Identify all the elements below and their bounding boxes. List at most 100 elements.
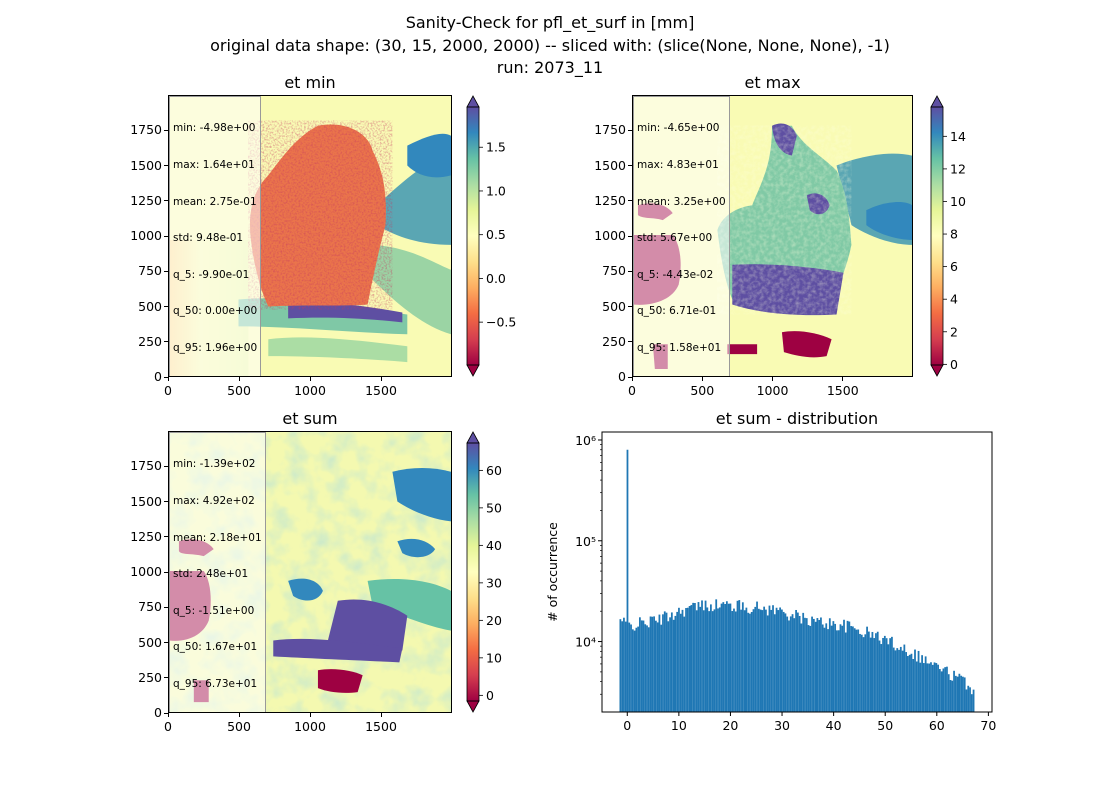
colorbar-tick-label: 50 xyxy=(486,500,502,515)
x-tick-label: 40 xyxy=(826,718,842,733)
histogram-bar xyxy=(855,629,858,712)
x-tick-label: 60 xyxy=(929,718,945,733)
histogram-bar xyxy=(910,653,913,712)
histogram-bar xyxy=(828,618,831,712)
histogram-bar xyxy=(887,644,890,712)
y-tick-mark xyxy=(628,200,632,202)
y-tick-label: 500 xyxy=(138,298,162,314)
colorbar-extend-min xyxy=(466,364,480,377)
histogram-bar xyxy=(816,618,819,712)
y-tick-label: 1000 xyxy=(130,228,162,243)
histogram-bar xyxy=(825,623,828,712)
histogram-bar xyxy=(970,694,973,712)
y-tick-label: 1500 xyxy=(130,157,162,173)
histogram-bar xyxy=(660,624,663,712)
histogram-bar xyxy=(889,638,892,712)
colorbar-tick-label: 0 xyxy=(950,357,958,372)
histogram-bar xyxy=(827,629,829,712)
histogram-bar xyxy=(747,612,750,712)
y-tick-label: 500 xyxy=(602,298,626,314)
histogram-bar xyxy=(765,609,767,712)
histogram-bar xyxy=(683,616,686,712)
histogram-bar xyxy=(866,626,868,712)
histogram-bar xyxy=(621,621,624,712)
y-tick-mark xyxy=(164,200,168,202)
colorbar-tick-label: 20 xyxy=(486,613,502,628)
colorbar-gradient xyxy=(467,107,479,365)
histogram-bar xyxy=(772,605,774,712)
colorbar-frame xyxy=(466,106,480,366)
histogram-bar xyxy=(907,656,909,712)
x-tick-mark xyxy=(309,713,311,717)
histogram-bar xyxy=(672,619,675,712)
histogram-bar xyxy=(667,621,670,712)
colorbar-gradient xyxy=(931,107,943,365)
y-tick-label: 500 xyxy=(138,634,162,650)
histogram-bar xyxy=(686,607,689,712)
histogram-bar xyxy=(830,625,833,712)
histogram-bar xyxy=(786,616,789,712)
histogram-bar xyxy=(779,607,782,712)
y-tick-mark xyxy=(164,606,168,608)
histogram-bar xyxy=(926,663,929,712)
histogram-bar xyxy=(656,622,659,712)
histogram-bar xyxy=(873,638,876,712)
stat-line: mean: 2.18e+01 xyxy=(173,531,262,544)
histogram-bar xyxy=(768,605,771,712)
histogram-bar xyxy=(745,607,748,712)
histogram-bar xyxy=(841,625,844,712)
histogram-bar xyxy=(713,609,716,712)
colorbar-tick-label: 12 xyxy=(950,161,966,176)
histogram-bar xyxy=(894,650,897,712)
histogram-bar xyxy=(777,610,780,712)
histogram-bar xyxy=(947,674,950,712)
x-tick-label: 500 xyxy=(227,719,251,734)
histogram-bar xyxy=(869,637,872,712)
histogram-bar xyxy=(802,612,805,712)
histogram-bar xyxy=(946,666,948,712)
y-tick-mark xyxy=(164,306,168,307)
y-tick-label: 750 xyxy=(138,263,162,279)
histogram-bar xyxy=(805,618,808,712)
histogram-bar xyxy=(623,617,625,712)
histogram-bar xyxy=(812,618,815,712)
histogram-bar xyxy=(658,614,661,712)
histogram-bar xyxy=(697,602,700,712)
x-tick-mark xyxy=(309,377,311,381)
colorbar-tick-label: 0.5 xyxy=(486,227,506,242)
histogram-bar xyxy=(633,630,636,712)
x-tick-label: 10 xyxy=(671,718,687,733)
histogram-bar xyxy=(892,647,895,712)
histogram-bar xyxy=(653,616,655,712)
histogram-bar xyxy=(956,676,959,712)
histogram-bar xyxy=(781,609,783,712)
x-tick-mark xyxy=(380,377,382,381)
histogram-bar xyxy=(717,608,719,712)
y-tick-label: 1250 xyxy=(594,192,626,208)
histogram-bar xyxy=(766,615,769,712)
y-tick-mark xyxy=(164,571,168,573)
histogram-bar xyxy=(837,630,840,712)
stat-line: mean: 2.75e-01 xyxy=(173,195,257,208)
histogram-bar xyxy=(940,671,943,712)
et-max-title: et max xyxy=(744,73,801,92)
histogram-bar xyxy=(908,654,911,712)
stat-line: std: 9.48e-01 xyxy=(173,232,244,245)
stat-line: mean: 3.25e+00 xyxy=(637,195,726,208)
colorbar-tick-label: 2 xyxy=(950,324,958,339)
histogram-bar xyxy=(903,644,906,712)
histogram-bar xyxy=(674,615,677,712)
histogram-bar xyxy=(736,600,739,712)
stat-line: q_50: 6.71e-01 xyxy=(637,305,717,318)
histogram-frame xyxy=(601,431,993,713)
x-tick-label: 70 xyxy=(980,718,996,733)
stat-line: max: 4.83e+01 xyxy=(637,159,719,172)
histogram-bar xyxy=(933,662,936,712)
histogram-bar xyxy=(846,620,849,712)
histogram-bar xyxy=(969,687,971,712)
y-tick-mark xyxy=(164,677,168,679)
colorbar-tick-label: 0 xyxy=(486,688,494,703)
histogram-bar xyxy=(860,634,863,712)
y-tick-label: 750 xyxy=(602,263,626,279)
colorbar-tick-label: 10 xyxy=(486,650,502,665)
